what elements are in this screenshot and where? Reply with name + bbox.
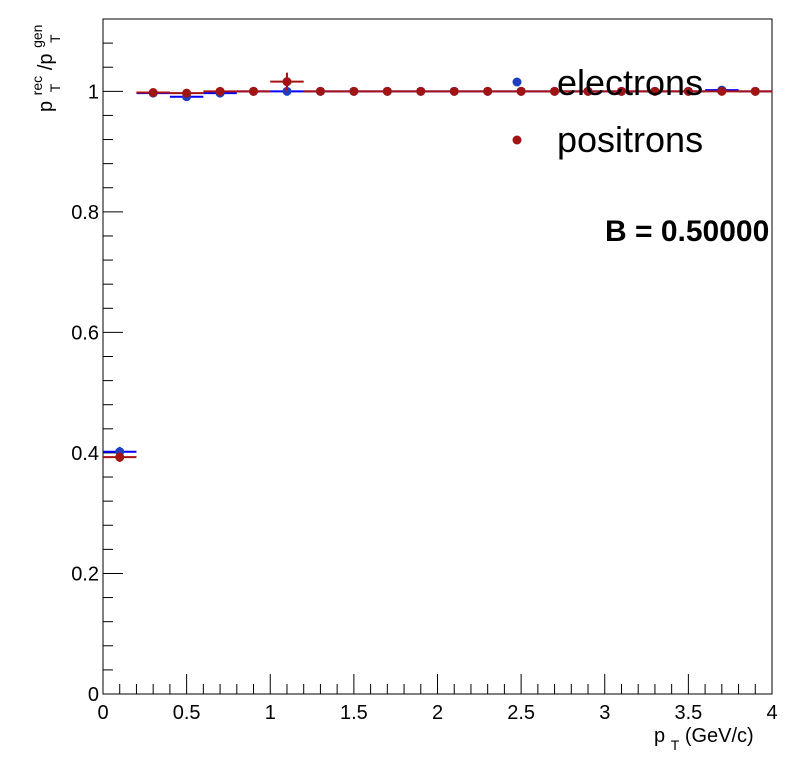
x-tick-label: 4 [766,702,777,724]
data-layer [103,72,772,462]
data-point [650,86,660,96]
legend-label-electrons: electrons [557,62,703,103]
y-axis: 0 0.2 0.4 0.6 0.8 1 [71,18,123,706]
y-tick-label: 0.4 [71,443,99,465]
x-tick-label: 3.5 [674,702,702,724]
data-point [382,86,392,96]
y-tick-label: 1 [88,81,99,103]
legend: electrons positrons [512,62,703,160]
x-tick-label: 1 [265,702,276,724]
series-positrons [103,72,772,462]
y-title-p1: p [35,101,57,112]
x-axis-title: p T (GeV/c) [654,725,754,755]
data-point [115,452,125,462]
x-tick-label: 1.5 [340,702,368,724]
data-point [683,86,693,96]
data-point [182,88,192,98]
y-tick-label: 0.2 [71,563,99,585]
data-point [616,86,626,96]
data-point [750,86,760,96]
legend-marker-positrons [512,135,522,145]
data-point [717,86,727,96]
x-tick-label: 2.5 [507,702,535,724]
data-point [249,86,259,96]
svg-text:p rec T /p: p rec T /p gen T [25,19,65,112]
y-title-slash: /p [35,53,57,70]
data-point [483,86,493,96]
data-point [516,86,526,96]
x-tick-label: 0 [97,702,108,724]
x-title-rest: (GeV/c) [685,725,754,747]
y-tick-label: 0.8 [71,202,99,224]
data-point [148,88,158,98]
x-title-main: p [654,725,665,747]
data-point [315,86,325,96]
x-tick-label: 0.5 [173,702,201,724]
y-title-sub1: T [47,83,63,92]
y-title-sup2: gen [29,25,45,48]
x-tick-label: 2 [432,702,443,724]
y-title-sub2: T [47,34,63,43]
field-annotation: B = 0.50000 [605,215,769,248]
y-title-sup1: rec [29,76,45,95]
data-point [449,86,459,96]
data-point [416,86,426,96]
y-tick-label: 0 [88,684,99,706]
data-point [282,77,292,87]
data-point [550,86,560,96]
data-point [215,86,225,96]
y-axis-title: p rec T /p gen T [25,19,65,112]
x-axis: 0 0.5 1 1.5 2 2.5 3 3.5 4 [97,674,778,724]
x-title-sub: T [671,737,680,753]
legend-marker-electrons [512,77,522,87]
data-point [282,86,292,96]
data-point [349,86,359,96]
y-tick-label: 0.6 [71,322,99,344]
x-tick-label: 3 [599,702,610,724]
legend-label-positrons: positrons [557,119,703,160]
data-point [583,86,593,96]
